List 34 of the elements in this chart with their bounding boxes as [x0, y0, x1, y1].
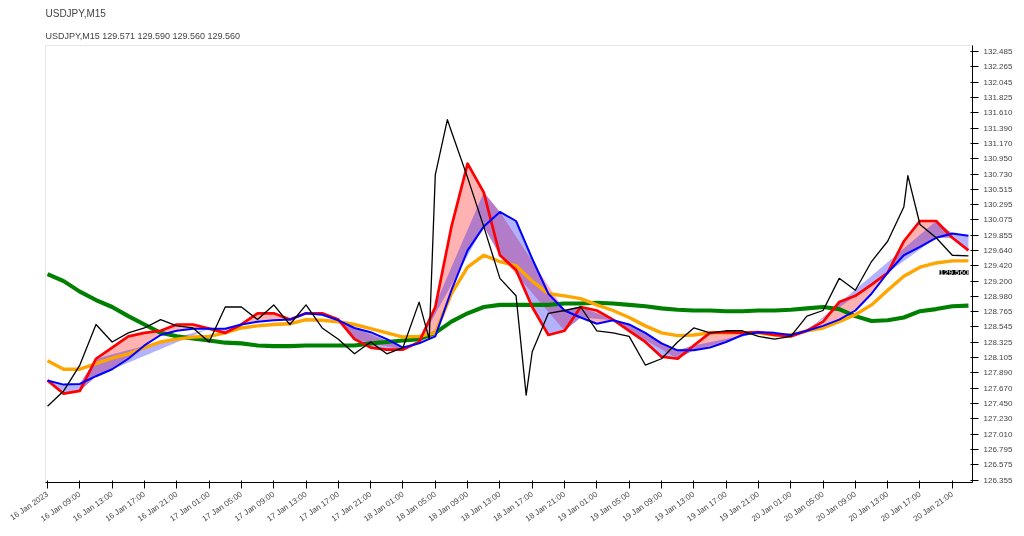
y-tick-label: 128.105: [983, 353, 1013, 363]
y-tick-label: 132.265: [983, 62, 1013, 72]
y-tick-label: 127.450: [983, 398, 1013, 408]
y-tick-label: 129.855: [983, 230, 1013, 240]
y-tick-label: 127.890: [983, 368, 1013, 378]
y-tick-label: 126.355: [983, 475, 1013, 485]
y-tick-label: 128.765: [983, 307, 1013, 317]
y-tick-label: 129.640: [983, 245, 1013, 255]
y-tick-label: 131.610: [983, 108, 1013, 118]
y-tick-label: 127.010: [983, 429, 1013, 439]
y-tick-label: 130.950: [983, 154, 1013, 164]
y-tick-label: 127.670: [983, 383, 1013, 393]
y-tick-label: 131.825: [983, 93, 1013, 103]
y-tick-label: 128.980: [983, 292, 1013, 302]
y-tick-label: 126.575: [983, 460, 1013, 470]
chart-title: USDJPY,M15: [45, 7, 107, 19]
y-tick-label: 129.200: [983, 276, 1013, 286]
y-tick-label: 132.045: [983, 77, 1013, 87]
y-tick-label: 129.420: [983, 261, 1013, 271]
y-tick-label: 128.325: [983, 337, 1013, 347]
line-series: [46, 118, 970, 407]
y-tick-label: 131.390: [983, 123, 1013, 133]
y-tick-label: 130.515: [983, 184, 1013, 194]
chart-subtitle: USDJPY,M15 129.571 129.590 129.560 129.560: [45, 30, 240, 41]
y-tick-label: 131.170: [983, 138, 1013, 148]
y-tick-label: 130.295: [983, 200, 1013, 210]
y-tick-label: 132.485: [983, 46, 1013, 56]
y-tick-label: 128.545: [983, 322, 1013, 332]
annotation: 129.560: [939, 267, 970, 277]
y-tick-label: 126.795: [983, 444, 1013, 454]
y-tick-label: 130.075: [983, 215, 1013, 225]
y-tick-label: 127.230: [983, 414, 1013, 424]
y-tick-label: 130.730: [983, 169, 1013, 179]
line-series: [45, 272, 971, 349]
